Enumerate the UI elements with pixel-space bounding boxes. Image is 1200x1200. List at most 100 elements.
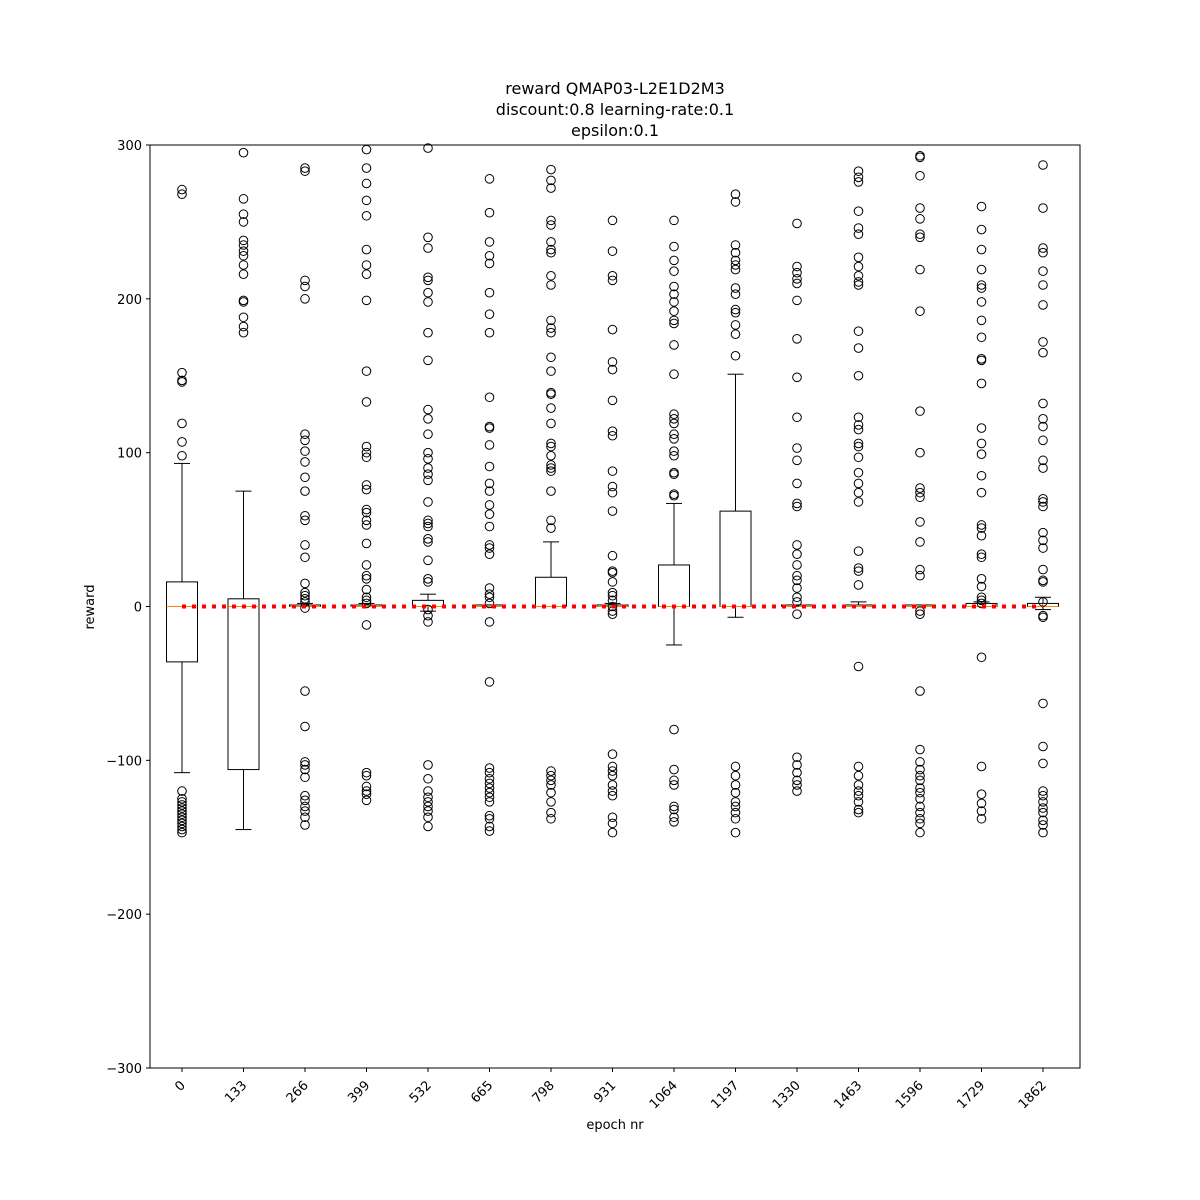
outlier-point — [976, 813, 987, 824]
outlier-point — [915, 517, 925, 527]
outlier-point — [976, 581, 987, 592]
outlier-point — [300, 594, 310, 604]
outlier-point — [853, 807, 864, 818]
outlier-point — [915, 306, 925, 316]
outlier-point — [361, 397, 372, 407]
outlier-point — [669, 241, 679, 252]
outlier-point — [238, 235, 249, 246]
outlier-point — [484, 207, 495, 218]
outlier-point — [177, 806, 187, 816]
outlier-point — [792, 570, 802, 581]
outlier-point — [1038, 741, 1048, 752]
outlier-point — [669, 289, 679, 300]
outlier-point — [1038, 421, 1048, 432]
outlier-point — [1038, 543, 1048, 553]
outlier-point — [915, 483, 925, 493]
outlier-point — [853, 566, 864, 576]
outlier-point — [976, 523, 987, 533]
outlier-point — [423, 812, 433, 823]
outlier-point — [423, 786, 433, 796]
outlier-point — [976, 487, 987, 498]
outlier-point — [792, 478, 802, 489]
outlier-point — [607, 770, 618, 781]
outlier-point — [976, 283, 987, 293]
outlier-point — [238, 246, 249, 256]
outlier-point — [976, 598, 987, 609]
outlier-point — [915, 801, 925, 812]
outlier-point — [853, 786, 864, 796]
outlier-point — [238, 327, 249, 338]
iqr-box — [227, 598, 260, 771]
outlier-point — [484, 521, 495, 532]
outlier-point — [853, 790, 864, 801]
outlier-point — [361, 770, 372, 781]
outlier-point — [423, 327, 433, 338]
outlier-point — [792, 372, 802, 383]
outlier-point — [546, 237, 556, 247]
outlier-point — [177, 815, 187, 826]
outlier-point — [976, 449, 987, 460]
outlier-point — [792, 760, 802, 770]
outlier-point — [853, 441, 864, 452]
outlier-point — [423, 604, 433, 615]
outlier-point — [607, 609, 618, 619]
outlier-point — [669, 764, 679, 775]
outlier-point — [976, 789, 987, 799]
outlier-point — [1038, 203, 1048, 213]
outlier-point — [669, 266, 679, 276]
outlier-point — [915, 764, 925, 775]
outlier-point — [546, 463, 556, 473]
outlier-point — [669, 429, 679, 440]
outlier-point — [484, 549, 495, 559]
outlier-point — [730, 189, 741, 200]
outlier-point — [792, 575, 802, 586]
outlier-point — [915, 807, 925, 818]
outlier-point — [300, 294, 310, 304]
outlier-point — [361, 786, 372, 796]
outlier-point — [177, 812, 187, 823]
outlier-point — [1038, 564, 1048, 575]
outlier-point — [669, 369, 679, 380]
outlier-point — [484, 589, 495, 599]
outlier-point — [423, 414, 433, 424]
outlier-point — [792, 501, 802, 512]
outlier-point — [361, 520, 372, 530]
outlier-point — [423, 243, 433, 253]
box-group — [473, 174, 506, 836]
outlier-point — [853, 420, 864, 430]
outlier-point — [792, 443, 802, 453]
box-group — [965, 201, 998, 824]
outlier-point — [361, 789, 372, 799]
outlier-point — [669, 469, 679, 480]
outlier-point — [915, 264, 925, 275]
outlier-point — [915, 770, 925, 781]
outlier-point — [1038, 463, 1048, 473]
outlier-point — [1038, 247, 1048, 258]
outlier-point — [484, 617, 495, 627]
outlier-point — [853, 277, 864, 287]
outlier-point — [915, 203, 925, 213]
outlier-point — [177, 797, 187, 807]
outlier-point — [300, 801, 310, 812]
outlier-point — [669, 315, 679, 326]
outlier-point — [1038, 501, 1048, 512]
outlier-point — [607, 587, 618, 598]
outlier-point — [792, 267, 802, 278]
outlier-point — [792, 261, 802, 272]
outlier-point — [669, 724, 679, 735]
outlier-point — [423, 275, 433, 286]
outlier-point — [853, 424, 864, 435]
outlier-point — [1038, 758, 1048, 769]
outlier-point — [730, 770, 741, 781]
outlier-point — [361, 244, 372, 255]
outlier-point — [607, 550, 618, 561]
outlier-point — [607, 324, 618, 335]
outlier-point — [1038, 455, 1048, 466]
outlier-point — [423, 297, 433, 307]
outlier-point — [177, 786, 187, 796]
outlier-point — [669, 446, 679, 456]
outlier-point — [423, 537, 433, 547]
outlier-point — [300, 790, 310, 801]
outlier-point — [1038, 535, 1048, 546]
outlier-point — [607, 577, 618, 587]
